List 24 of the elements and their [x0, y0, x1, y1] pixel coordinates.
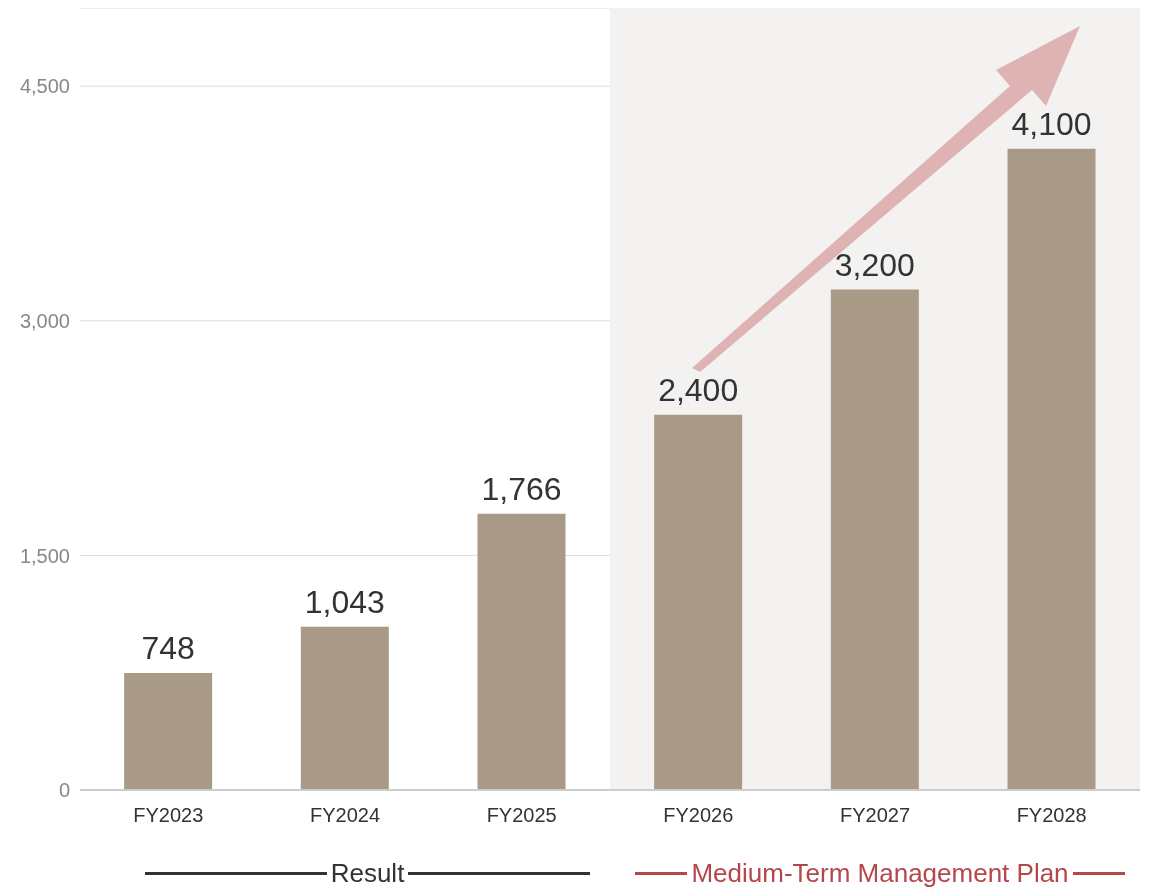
x-tick-label: FY2028: [1016, 804, 1087, 827]
text: Medium-Term Management Plan: [690, 858, 1070, 888]
data-label: 748: [141, 630, 195, 667]
y-tick-label: 4,500: [19, 75, 70, 98]
data-label: 4,100: [1011, 105, 1092, 142]
y-tick-label: 0: [58, 779, 70, 802]
y-tick-label: 3,000: [19, 309, 70, 332]
data-label: 1,043: [304, 583, 385, 620]
y-tick-label: 1,500: [19, 544, 70, 567]
x-tick-label: FY2023: [133, 804, 204, 827]
bar: [477, 513, 566, 790]
x-tick-label: FY2025: [486, 804, 557, 827]
x-tick-label: FY2024: [309, 804, 381, 827]
x-tick-label: FY2026: [663, 804, 734, 827]
bar: [830, 289, 919, 790]
bar: [654, 414, 743, 790]
x-tick-label: FY2027: [839, 804, 911, 827]
bar: [300, 626, 389, 790]
data-label: 1,766: [481, 470, 562, 507]
bar: [1007, 148, 1096, 790]
text: Result: [329, 858, 406, 888]
data-label: 3,200: [834, 246, 915, 283]
data-label: 2,400: [658, 371, 739, 408]
bar: [124, 673, 213, 790]
